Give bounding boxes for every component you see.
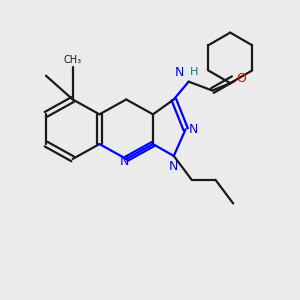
Text: CH₃: CH₃ [64,55,82,65]
Text: N: N [189,123,198,136]
Text: H: H [190,67,199,77]
Text: O: O [236,72,246,85]
Text: N: N [169,160,178,173]
Text: N: N [175,66,184,79]
Text: N: N [120,155,129,168]
